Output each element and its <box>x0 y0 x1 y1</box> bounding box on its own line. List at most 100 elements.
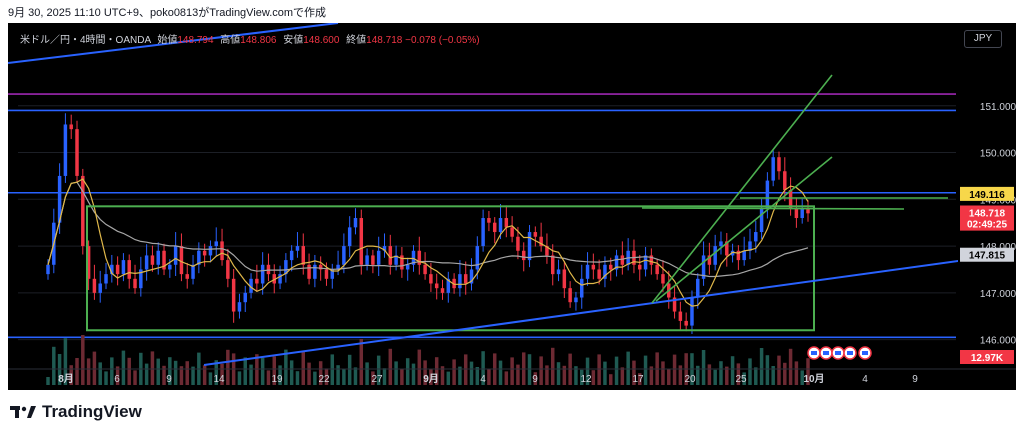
volume-bar <box>632 360 636 385</box>
currency-button[interactable]: JPY <box>964 30 1002 48</box>
candle-body <box>156 250 160 265</box>
candle-body <box>411 250 416 265</box>
candle-body <box>295 246 300 251</box>
time-tick-4: 19 <box>271 374 283 385</box>
time-tick-15: 4 <box>862 374 868 385</box>
chart-caption: 9月 30, 2025 11:10 UTC+9、poko0813がTrading… <box>8 7 327 19</box>
volume-bar <box>243 357 247 385</box>
brand-name: TradingView <box>42 402 142 421</box>
volume-bar <box>661 361 665 385</box>
time-tick-9: 9 <box>532 374 538 385</box>
volume-bar <box>104 371 108 385</box>
volume-bar <box>591 370 596 385</box>
candle-body <box>690 297 694 326</box>
candle-body <box>800 208 804 219</box>
volume-bar <box>603 361 607 385</box>
volume-bar <box>46 377 50 385</box>
tradingview-brand[interactable]: TradingView <box>10 402 142 422</box>
volume-bar <box>585 357 590 385</box>
volume-bar <box>191 366 195 385</box>
volume-bar <box>272 356 276 385</box>
candle-body <box>272 274 276 284</box>
volume-bar <box>725 366 729 385</box>
volume-bar <box>127 357 131 385</box>
candle-body <box>81 175 85 247</box>
volume-bar <box>417 349 422 385</box>
volume-bar <box>562 365 567 385</box>
candle-body <box>405 264 410 270</box>
volume-bar <box>498 360 503 385</box>
candle-body <box>643 255 648 270</box>
volume-bar <box>638 373 642 385</box>
volume-bar <box>504 371 509 385</box>
volume-bar <box>75 358 79 385</box>
candle-body <box>481 218 485 247</box>
flag-stripe <box>847 351 853 355</box>
volume-bar <box>707 364 712 385</box>
legend-low-value: 148.600 <box>303 35 340 46</box>
volume-bar <box>609 374 613 385</box>
candle-body <box>783 171 787 190</box>
candle-body <box>649 255 654 265</box>
volume-bar <box>295 371 300 385</box>
tradingview-logo-icon <box>10 406 36 418</box>
legend-symbol: 米ドル／円・4時間・OANDA <box>20 35 151 46</box>
candle-body <box>429 274 433 284</box>
support-line-1 <box>641 207 905 210</box>
candle-body <box>510 227 514 237</box>
candle-body <box>794 208 799 219</box>
legend-change-value: −0.078 (−0.05%) <box>405 35 480 46</box>
candle-body <box>545 246 549 256</box>
volume-bar <box>788 348 793 385</box>
candle-body <box>266 264 271 275</box>
volume-bar <box>115 366 120 385</box>
volume-bar <box>649 366 654 385</box>
candle-body <box>638 264 642 270</box>
candle-body <box>150 255 155 265</box>
chart-frame[interactable]: 151.000150.000149.000148.000147.000146.0… <box>8 23 1016 390</box>
candle-body <box>313 264 317 279</box>
candle-body <box>110 264 114 275</box>
volume-bar <box>202 365 207 385</box>
volume-bar <box>92 351 97 385</box>
candle-body <box>806 208 810 214</box>
candle-body <box>69 124 73 130</box>
volume-bar <box>620 367 625 385</box>
legend-open-label: 始値 <box>157 35 178 46</box>
candle-body <box>603 264 607 279</box>
volume-tag-bg <box>960 350 1014 364</box>
volume-bar <box>475 367 480 385</box>
candle-body <box>98 283 102 293</box>
volume-bar <box>307 362 311 385</box>
candle-body <box>347 227 352 247</box>
time-tick-14: 10月 <box>803 373 824 385</box>
candle-body <box>487 218 491 223</box>
price-chart[interactable]: 151.000150.000149.000148.000147.000146.0… <box>8 23 1016 390</box>
volume-bar <box>730 356 735 385</box>
candle-body <box>388 246 393 265</box>
volume-bar <box>324 368 329 385</box>
volume-bar <box>208 372 213 385</box>
candle-body <box>521 250 526 261</box>
time-tick-12: 20 <box>684 374 696 385</box>
volume-bar <box>713 369 717 385</box>
candle-body <box>289 250 294 261</box>
time-tick-5: 22 <box>318 374 330 385</box>
volume-bar <box>783 362 787 385</box>
volume-bar <box>550 347 555 385</box>
volume-bar <box>353 367 358 385</box>
volume-bar <box>678 365 683 385</box>
volume-bar <box>179 366 184 385</box>
candle-body <box>788 189 793 209</box>
volume-bar <box>748 358 752 385</box>
candle-body <box>527 232 532 261</box>
time-tick-8: 4 <box>480 374 486 385</box>
volume-bar <box>249 364 253 385</box>
volume-bar <box>260 357 265 385</box>
price-tick-0: 151.000 <box>980 102 1016 113</box>
volume-bar <box>545 365 549 385</box>
legend-open-value: 148.794 <box>177 35 214 46</box>
candle-body <box>580 278 584 298</box>
volume-bar <box>771 366 775 385</box>
candle-body <box>672 297 677 312</box>
